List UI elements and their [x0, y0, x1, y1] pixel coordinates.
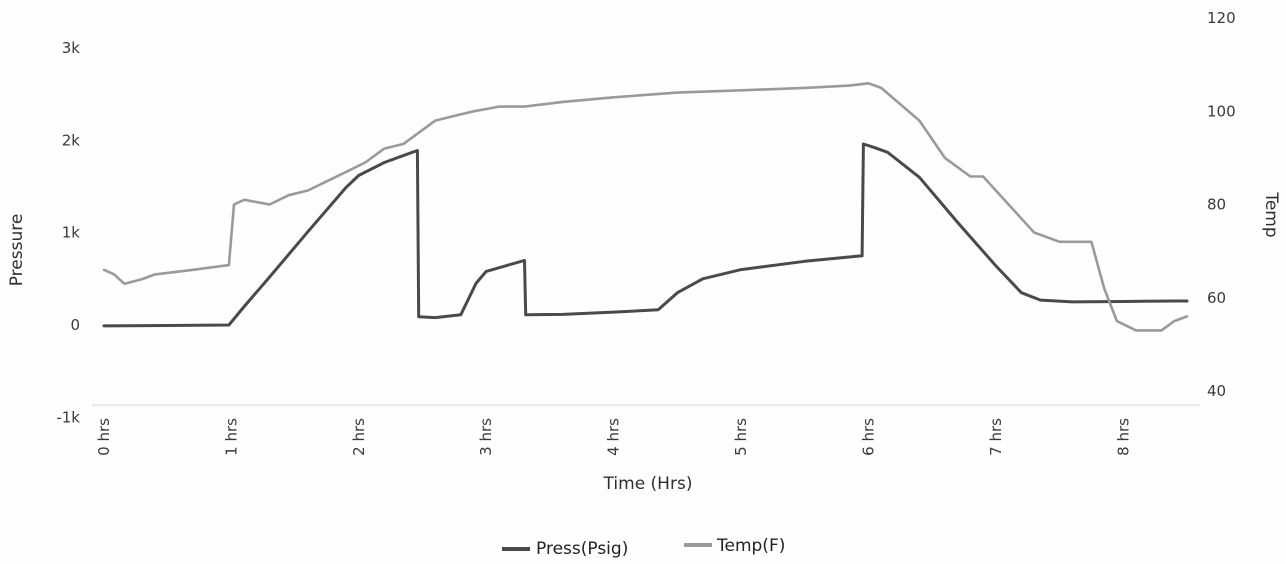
plot-area	[92, 82, 1200, 406]
x-tick-label: 7 hrs	[987, 418, 1005, 456]
right-y-tick-label: 40	[1207, 382, 1226, 400]
legend: Press(Psig) Temp(F)	[502, 536, 785, 559]
x-tick-label: 6 hrs	[859, 418, 877, 456]
x-tick-label: 2 hrs	[350, 418, 368, 456]
series-line-press	[102, 142, 1189, 328]
series-line-temp	[102, 82, 1189, 332]
left-y-axis-title: Pressure	[7, 214, 27, 287]
right-y-axis-title: Temp	[1261, 191, 1281, 237]
x-axis-ticks: 0 hrs 1 hrs 2 hrs 3 hrs 4 hrs 5 hrs 6 hrs 7 hrs…	[95, 418, 1132, 456]
x-axis-title: Time (Hrs)	[603, 474, 693, 494]
left-y-tick-label: 0	[70, 316, 80, 334]
left-y-tick-label: 2k	[62, 131, 81, 149]
right-y-tick-label: 80	[1207, 196, 1226, 214]
left-y-axis-ticks: -1k 0 1k 2k 3k	[56, 39, 80, 426]
left-y-tick-label: 3k	[62, 39, 81, 57]
x-tick-label: 8 hrs	[1114, 418, 1132, 456]
left-y-tick-label: -1k	[56, 408, 80, 426]
left-y-tick-label: 1k	[62, 224, 81, 242]
legend-label-press: Press(Psig)	[536, 539, 628, 559]
right-y-tick-label: 120	[1207, 9, 1236, 27]
x-tick-label: 0 hrs	[95, 418, 113, 456]
x-tick-label: 4 hrs	[605, 418, 623, 456]
right-y-tick-label: 100	[1207, 102, 1236, 120]
right-y-tick-label: 60	[1207, 289, 1226, 307]
right-y-axis-ticks: 40 60 80 100 120	[1207, 9, 1236, 400]
x-tick-label: 5 hrs	[732, 418, 750, 456]
x-tick-label: 3 hrs	[477, 418, 495, 456]
x-tick-label: 1 hrs	[222, 418, 240, 456]
legend-label-temp: Temp(F)	[716, 536, 785, 556]
